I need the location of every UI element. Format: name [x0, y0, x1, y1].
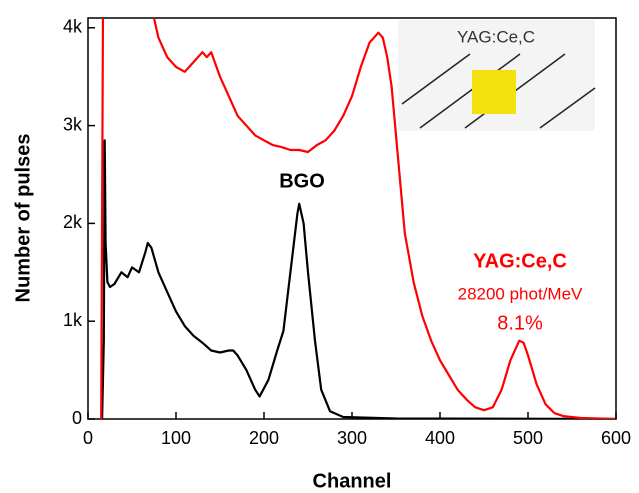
x-tick-label: 300: [337, 428, 367, 448]
y-axis-label: Number of pulses: [12, 134, 34, 303]
lines: [100, 18, 616, 419]
inset: YAG:Ce,C: [398, 20, 596, 131]
x-tick-label: 200: [249, 428, 279, 448]
annotation: 8.1%: [497, 312, 543, 334]
y-tick-label: 1k: [63, 310, 83, 330]
series-line: [100, 18, 616, 419]
x-tick-label: 0: [83, 428, 93, 448]
x-tick-label: 400: [425, 428, 455, 448]
annotation: YAG:Ce,C: [473, 250, 567, 272]
x-tick-label: 500: [513, 428, 543, 448]
x-tick-label: 100: [161, 428, 191, 448]
annotation: BGO: [279, 170, 325, 192]
y-tick-label: 3k: [63, 114, 83, 134]
y-tick-label: 0: [72, 408, 82, 428]
x-axis-label: Channel: [313, 470, 392, 492]
y-tick-label: 4k: [63, 17, 83, 37]
inset-label: YAG:Ce,C: [457, 27, 535, 46]
series-line: [101, 139, 616, 419]
x-tick-label: 600: [601, 428, 631, 448]
annotation: 28200 phot/MeV: [458, 284, 583, 303]
y-tick-label: 2k: [63, 212, 83, 232]
